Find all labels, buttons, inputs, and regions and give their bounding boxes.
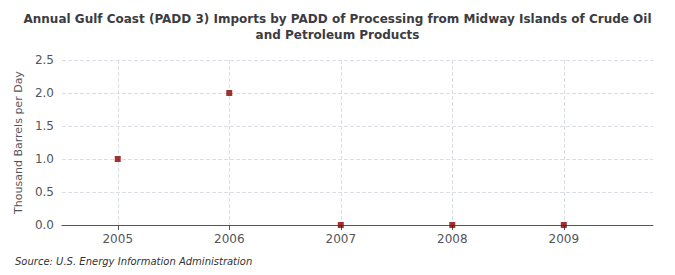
svg-text:2008: 2008 bbox=[437, 232, 468, 246]
svg-text:1.5: 1.5 bbox=[35, 119, 54, 133]
svg-text:2006: 2006 bbox=[214, 232, 245, 246]
svg-text:2.0: 2.0 bbox=[35, 86, 54, 100]
svg-text:Thousand Barrels per Day: Thousand Barrels per Day bbox=[12, 71, 25, 215]
svg-text:2005: 2005 bbox=[102, 232, 133, 246]
svg-text:2007: 2007 bbox=[326, 232, 357, 246]
svg-text:Source: U.S. Energy Informatio: Source: U.S. Energy Information Administ… bbox=[15, 256, 252, 267]
svg-text:2009: 2009 bbox=[549, 232, 580, 246]
svg-text:and Petroleum Products: and Petroleum Products bbox=[256, 28, 420, 42]
svg-text:0.5: 0.5 bbox=[35, 185, 54, 199]
svg-text:2.5: 2.5 bbox=[35, 53, 54, 67]
svg-text:Annual Gulf Coast (PADD 3) Imp: Annual Gulf Coast (PADD 3) Imports by PA… bbox=[23, 12, 651, 26]
svg-text:0.0: 0.0 bbox=[35, 218, 54, 232]
svg-text:1.0: 1.0 bbox=[35, 152, 54, 166]
